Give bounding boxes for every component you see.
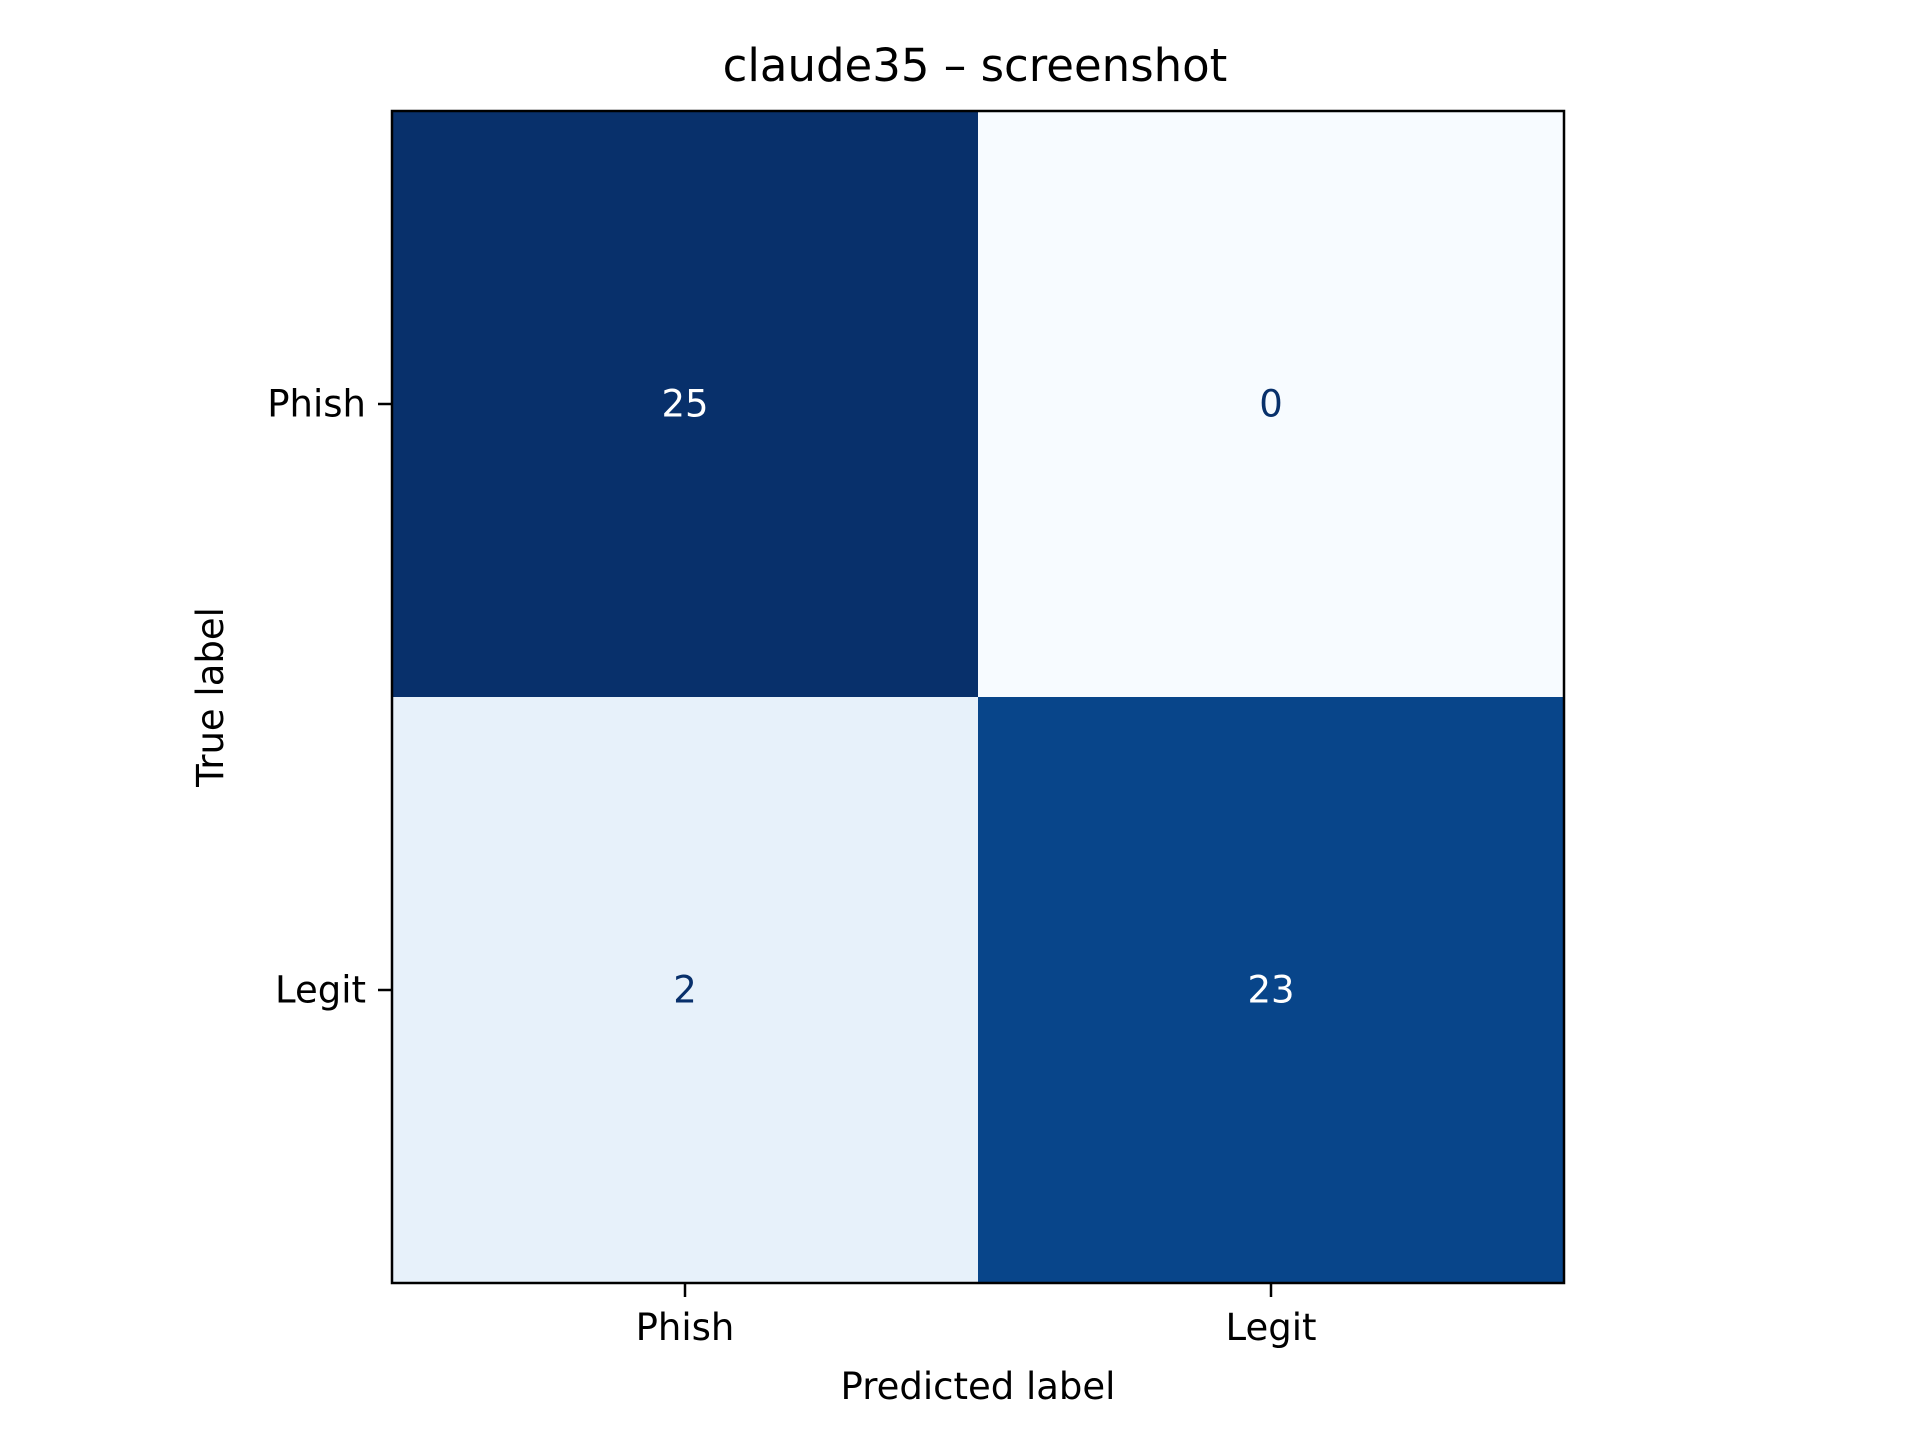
y-axis-label: True label xyxy=(189,607,232,788)
cell-value-1-1: 23 xyxy=(1247,969,1294,1012)
heatmap-cell-0-1 xyxy=(978,111,1564,697)
x-tick-label-1: Legit xyxy=(1225,1306,1316,1349)
heatmap-cells xyxy=(392,111,1564,1283)
cell-value-0-1: 0 xyxy=(1259,383,1283,426)
cell-value-0-0: 25 xyxy=(661,383,708,426)
x-tick-label-0: Phish xyxy=(636,1306,735,1349)
x-axis-ticks: Phish Legit xyxy=(636,1283,1317,1349)
heatmap-cell-1-0 xyxy=(392,697,978,1283)
heatmap-cell-0-0 xyxy=(392,111,978,697)
x-axis-label: Predicted label xyxy=(841,1365,1116,1408)
chart-title: claude35 – screenshot xyxy=(723,39,1228,92)
heatmap-cell-1-1 xyxy=(978,697,1564,1283)
cell-value-1-0: 2 xyxy=(673,969,697,1012)
plot-frame xyxy=(390,109,1566,1285)
y-tick-label-0: Phish xyxy=(267,383,366,426)
y-axis-ticks: Phish Legit xyxy=(267,383,392,1012)
y-tick-label-1: Legit xyxy=(275,969,366,1012)
cell-value-labels: 25 0 2 23 xyxy=(661,383,1294,1012)
